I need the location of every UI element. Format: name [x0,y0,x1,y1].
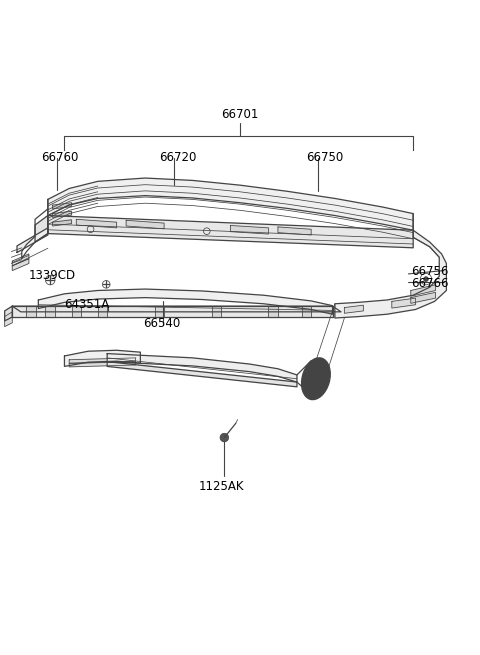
Polygon shape [392,298,416,308]
Polygon shape [76,219,117,228]
Polygon shape [5,312,12,327]
Circle shape [424,276,428,282]
Text: 66766: 66766 [411,277,448,290]
Polygon shape [17,228,48,253]
Polygon shape [72,306,81,317]
Text: 1339CD: 1339CD [29,269,76,282]
Polygon shape [12,306,333,317]
Text: 66701: 66701 [221,108,259,121]
Polygon shape [12,306,341,312]
Polygon shape [26,306,36,317]
Polygon shape [301,306,311,317]
Polygon shape [64,350,140,366]
Polygon shape [335,214,446,318]
Polygon shape [12,254,29,266]
Polygon shape [230,225,268,234]
Polygon shape [53,202,72,209]
Polygon shape [35,215,48,242]
Polygon shape [46,306,55,317]
Polygon shape [53,220,72,226]
Polygon shape [278,227,311,235]
Polygon shape [411,285,435,296]
Text: 1125AK: 1125AK [198,480,244,493]
Polygon shape [344,305,363,313]
Polygon shape [5,306,12,321]
Polygon shape [48,215,413,248]
Text: 64351A: 64351A [64,298,110,311]
Text: 66756: 66756 [411,265,448,278]
Circle shape [220,434,228,442]
Polygon shape [107,354,297,382]
Polygon shape [97,306,107,317]
Polygon shape [268,306,278,317]
Polygon shape [53,212,72,217]
Polygon shape [126,220,164,229]
Polygon shape [69,358,136,363]
Text: 66540: 66540 [143,317,180,330]
Polygon shape [48,178,413,231]
Polygon shape [38,289,333,314]
Polygon shape [12,259,29,271]
Polygon shape [107,362,297,387]
Text: 66750: 66750 [306,151,344,164]
Text: 66720: 66720 [159,151,197,164]
Polygon shape [155,306,164,317]
Text: 66760: 66760 [41,151,78,164]
Ellipse shape [301,358,330,400]
Polygon shape [212,306,221,317]
Polygon shape [411,292,435,303]
Polygon shape [69,362,136,367]
